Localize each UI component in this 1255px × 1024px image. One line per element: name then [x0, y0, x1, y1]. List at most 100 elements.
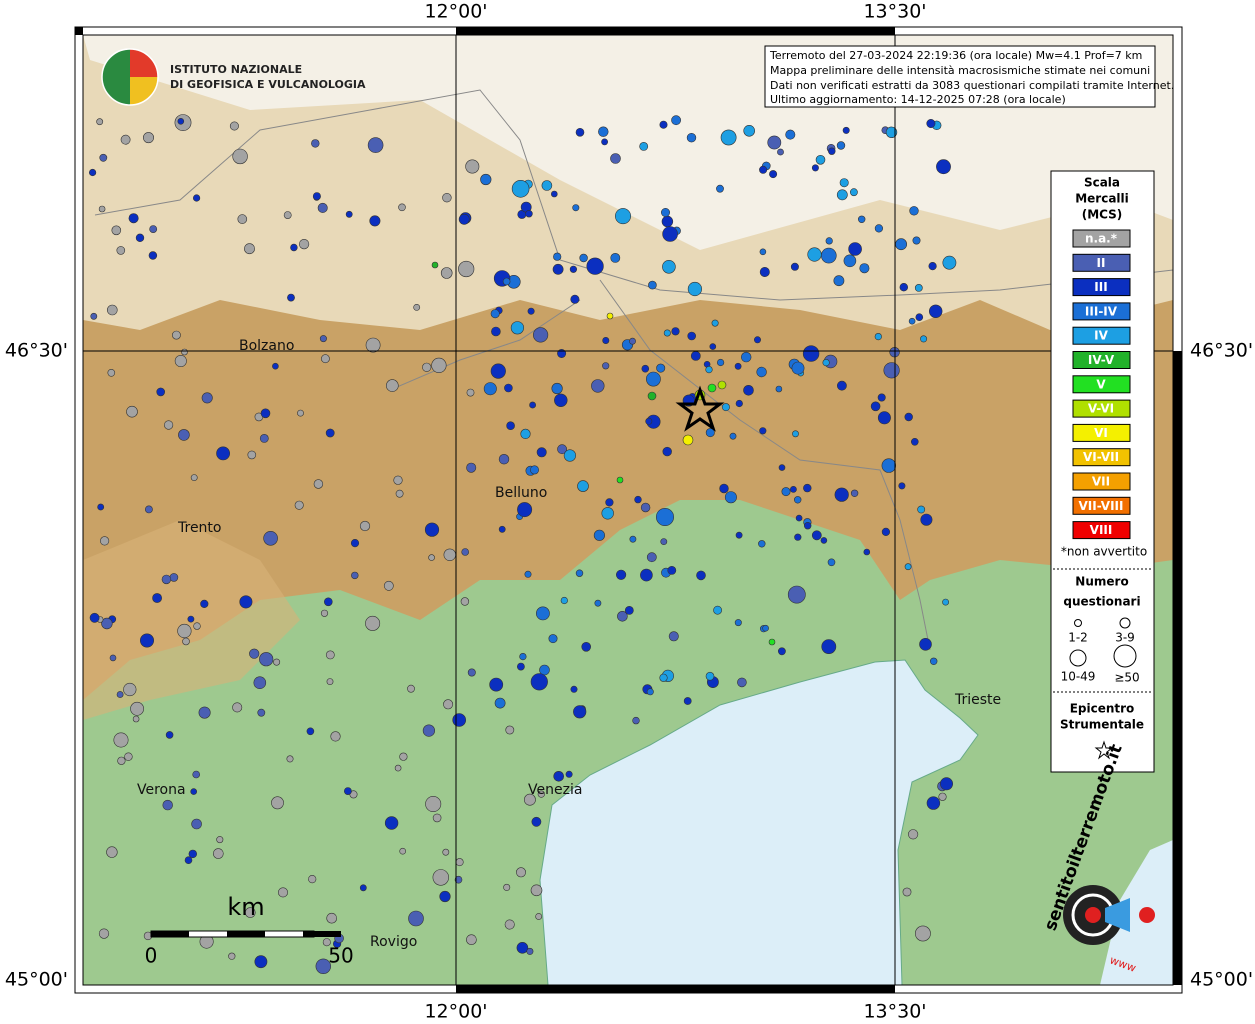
- intensity-point: [498, 454, 510, 465]
- intensity-point: [610, 153, 621, 164]
- intensity-point: [311, 139, 320, 148]
- intensity-point: [602, 362, 610, 370]
- intensity-point: [201, 392, 213, 404]
- intensity-point: [914, 283, 923, 292]
- intensity-point: [659, 673, 668, 682]
- legend-label: V-VI: [1088, 402, 1114, 416]
- intensity-point: [109, 654, 117, 662]
- intensity-point: [143, 132, 155, 144]
- intensity-point: [833, 275, 845, 287]
- intensity-point: [190, 474, 198, 481]
- intensity-point: [646, 552, 657, 563]
- intensity-point: [99, 153, 108, 162]
- intensity-point: [928, 304, 943, 318]
- intensity-point: [428, 554, 435, 561]
- intensity-point: [130, 701, 144, 716]
- intensity-point: [734, 362, 742, 370]
- intensity-point: [877, 411, 891, 425]
- intensity-point: [899, 283, 908, 292]
- intensity-point: [365, 337, 381, 353]
- city-label: Venezia: [528, 782, 582, 798]
- intensity-point: [570, 685, 578, 693]
- intensity-point: [431, 357, 447, 374]
- legend-swatch: [1072, 302, 1131, 321]
- intensity-point: [563, 449, 577, 462]
- intensity-point: [828, 147, 836, 155]
- intensity-point: [123, 682, 137, 697]
- intensity-point: [598, 126, 609, 137]
- intensity-point: [239, 595, 253, 609]
- intensity-point: [836, 141, 846, 150]
- intensity-point: [369, 215, 381, 227]
- intensity-point: [529, 401, 536, 409]
- intensity-point: [245, 907, 256, 918]
- intensity-point: [519, 652, 527, 661]
- intensity-point: [662, 226, 678, 242]
- intensity-point: [144, 505, 153, 514]
- intensity-point: [524, 793, 536, 806]
- intensity-point: [942, 598, 949, 606]
- intensity-point: [117, 756, 126, 765]
- legend-swatch: [1072, 278, 1131, 297]
- intensity-point: [775, 385, 783, 393]
- intensity-point: [271, 796, 284, 810]
- intensity-point: [616, 476, 624, 484]
- intensity-point: [827, 558, 836, 567]
- intensity-point: [907, 829, 919, 840]
- legend-title: (MCS): [1082, 208, 1123, 222]
- intensity-point: [431, 261, 439, 269]
- intensity-point: [781, 487, 791, 497]
- intensity-point: [494, 697, 506, 709]
- intensity-point: [511, 180, 530, 198]
- intensity-point: [443, 699, 454, 710]
- intensity-point: [671, 327, 680, 336]
- intensity-point: [667, 566, 677, 575]
- intensity-point: [259, 433, 269, 443]
- intensity-point: [836, 189, 848, 201]
- intensity-point: [557, 444, 567, 455]
- intensity-point: [917, 505, 926, 514]
- scale-label: 50: [328, 944, 353, 968]
- intensity-point: [263, 530, 278, 546]
- size-label: 10-49: [1061, 670, 1096, 684]
- intensity-point: [182, 637, 190, 646]
- intensity-point: [825, 237, 833, 245]
- info-line: Ultimo aggiornamento: 14-12-2025 07:28 (…: [770, 93, 1066, 106]
- intensity-point: [915, 313, 924, 322]
- intensity-point: [569, 265, 578, 273]
- intensity-point: [594, 599, 602, 607]
- legend-label: VIII: [1090, 523, 1113, 537]
- intensity-point: [874, 333, 882, 341]
- scale-label: 0: [145, 944, 158, 968]
- intensity-point: [920, 335, 928, 343]
- intensity-point: [259, 652, 274, 667]
- intensity-point: [807, 247, 822, 262]
- intensity-point: [690, 350, 701, 361]
- intensity-point: [237, 214, 248, 224]
- intensity-point: [926, 796, 941, 810]
- intensity-point: [646, 371, 661, 387]
- intensity-point: [709, 343, 717, 350]
- intensity-point: [565, 770, 573, 778]
- intensity-point: [870, 401, 881, 412]
- intensity-point: [330, 731, 341, 742]
- city-label: Trento: [177, 520, 221, 536]
- intensity-point: [273, 658, 281, 666]
- intensity-point: [759, 165, 768, 174]
- intensity-point: [811, 164, 819, 172]
- intensity-point: [455, 858, 464, 867]
- intensity-point: [795, 514, 803, 522]
- intensity-point: [717, 380, 727, 390]
- intensity-point: [399, 847, 407, 855]
- intensity-point: [570, 294, 580, 304]
- intensity-point: [735, 399, 743, 408]
- intensity-point: [490, 363, 506, 379]
- intensity-point: [593, 529, 606, 541]
- intensity-point: [575, 128, 585, 137]
- legend-label: IV: [1094, 329, 1108, 343]
- intensity-point: [863, 548, 871, 556]
- intensity-point: [171, 330, 181, 340]
- intensity-point: [442, 193, 452, 203]
- intensity-point: [184, 856, 193, 865]
- intensity-point: [720, 129, 737, 146]
